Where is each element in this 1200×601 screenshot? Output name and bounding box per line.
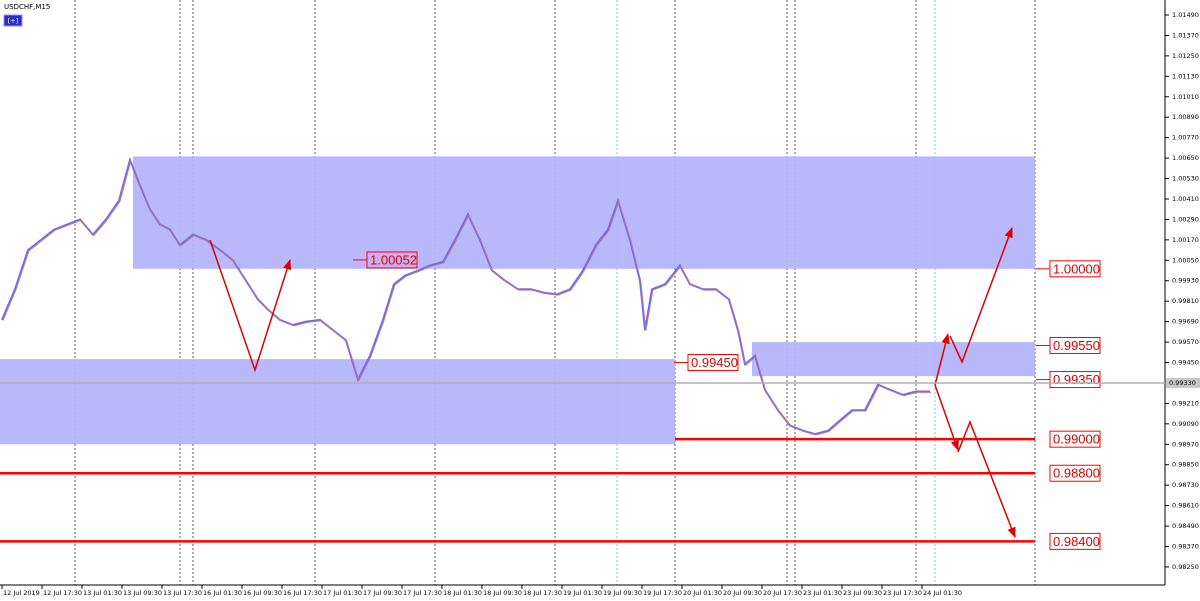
level-box [687,354,739,372]
level-label: 0.99450 [691,355,738,370]
x-tick-label: 23 Jul 01:30 [803,589,842,597]
y-tick-label: 0.98490 [1172,522,1199,530]
level-label: 0.98400 [1053,534,1100,549]
x-tick-label: 23 Jul 17:30 [883,589,922,597]
zone [0,359,675,445]
x-tick-label: 13 Jul 17:30 [163,589,202,597]
level-label: 1.00000 [1053,261,1100,276]
level-label: 1.00052 [370,252,417,267]
x-tick-label: 12 Jul 17:30 [43,589,82,597]
y-tick-label: 0.98370 [1172,542,1199,550]
y-tick-label: 0.99570 [1172,338,1199,346]
level-label: 0.99350 [1053,372,1100,387]
y-tick-label: 1.00290 [1172,215,1199,223]
x-tick-label: 17 Jul 17:30 [403,589,442,597]
y-tick-label: 0.99930 [1172,277,1199,285]
x-tick-label: 16 Jul 09:30 [243,589,282,597]
x-tick-label: 23 Jul 09:30 [843,589,882,597]
y-tick-label: 1.01130 [1172,72,1199,80]
level-box [1049,464,1101,482]
time-separators [74,0,1036,585]
y-tick-label: 1.01250 [1172,52,1199,60]
y-tick-label: 1.00410 [1172,195,1199,203]
expand-button-label[interactable]: [+] [8,17,19,25]
x-tick-label: 18 Jul 01:30 [443,589,482,597]
arrow [934,332,950,386]
level-box [366,251,418,269]
zone [133,156,1035,269]
x-tick-label: 20 Jul 17:30 [763,589,802,597]
y-tick-label: 0.98250 [1172,563,1199,571]
price [1,156,931,436]
arrow [949,227,1013,364]
current-price-label: 0.99330 [1169,379,1196,387]
level-label: 0.99000 [1053,432,1100,447]
y-tick-label: 1.00650 [1172,154,1199,162]
level-box [1049,532,1101,550]
level-box [1049,430,1101,448]
zone [752,342,1035,377]
x-tick-label: 13 Jul 09:30 [123,589,162,597]
y-tick-label: 1.00530 [1172,175,1199,183]
forecast-arrows [209,227,1016,538]
x-tick-label: 18 Jul 09:30 [483,589,522,597]
level-label: 0.98800 [1053,466,1100,481]
expand-button[interactable] [3,14,23,27]
x-tick-label: 17 Jul 01:30 [323,589,362,597]
x-tick-label: 16 Jul 01:30 [203,589,242,597]
level-label: 0.99550 [1053,338,1100,353]
y-tick-label: 0.98970 [1172,440,1199,448]
y-tick-label: 1.01490 [1172,11,1199,19]
current-price-box [1166,377,1200,388]
x-tick-label: 24 Jul 01:30 [923,589,962,597]
arrow [957,419,1016,538]
level-box [1049,260,1101,278]
arrow [209,239,292,373]
y-tick-label: 0.98610 [1172,502,1199,510]
y-tick-label: 1.01010 [1172,93,1199,101]
y-tick-label: 0.99690 [1172,318,1199,326]
x-tick-label: 19 Jul 01:30 [563,589,602,597]
x-tick-label: 19 Jul 09:30 [603,589,642,597]
x-tick-label: 17 Jul 09:30 [363,589,402,597]
y-tick-label: 0.98730 [1172,481,1199,489]
price-line-shadow [2,159,931,436]
y-tick-label: 1.00890 [1172,113,1199,121]
x-tick-label: 20 Jul 09:30 [723,589,762,597]
x-tick-label: 12 Jul 2019 [3,589,40,597]
x-tick-label: 13 Jul 01:30 [83,589,122,597]
y-tick-label: 0.98850 [1172,461,1199,469]
x-tick-label: 16 Jul 17:30 [283,589,322,597]
zones [0,156,1035,445]
y-tick-label: 0.99090 [1172,420,1199,428]
levels: 1.00000 0.99550 0.99350 0.99000 0.98800 0.984… [0,251,1101,550]
y-tick-label: 1.01370 [1172,31,1199,39]
arrow [934,384,959,451]
symbol-label: USDCHF,M15 [4,3,50,11]
y-tick-label: 1.00170 [1172,236,1199,244]
y-tick-label: 0.99450 [1172,359,1199,367]
x-tick-label: 18 Jul 17:30 [523,589,562,597]
y-tick-label: 0.99810 [1172,297,1199,305]
y-tick-label: 0.99210 [1172,399,1199,407]
y-tick-label: 1.00770 [1172,134,1199,142]
y-tick-label: 1.00050 [1172,256,1199,264]
level-box [1049,336,1101,354]
x-tick-label: 19 Jul 17:30 [643,589,682,597]
x-tick-label: 20 Jul 01:30 [683,589,722,597]
